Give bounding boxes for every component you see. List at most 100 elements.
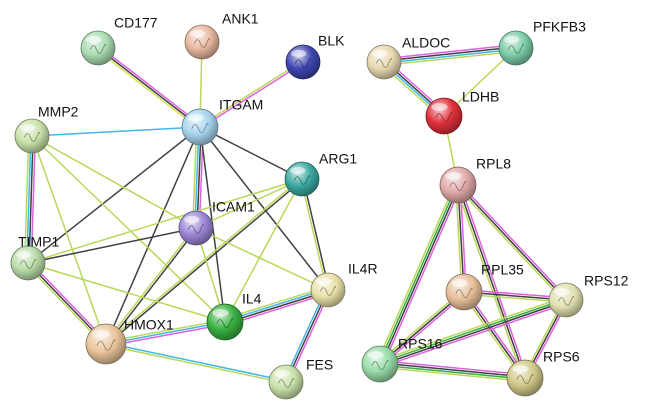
edge-evidence-line	[27, 178, 303, 264]
node-ldhb[interactable]: LDHB	[425, 89, 499, 135]
node-sphere[interactable]	[285, 44, 321, 80]
node-arg1[interactable]: ARG1	[284, 151, 357, 197]
edge-evidence-line	[105, 126, 201, 345]
protein-structure-glyph	[277, 377, 295, 388]
protein-structure-glyph	[293, 174, 311, 185]
protein-structure-glyph	[96, 339, 116, 351]
edge-evidence-line	[455, 184, 524, 380]
edge-evidence-line	[459, 183, 528, 379]
edge-evidence-line	[300, 178, 328, 292]
edge-mmp2-timp1	[23, 135, 37, 264]
node-timp1[interactable]: TIMP1	[10, 234, 59, 281]
node-aldoc[interactable]: ALDOC	[366, 35, 450, 80]
edge-evidence-line	[377, 289, 464, 364]
node-il4r[interactable]: IL4R	[310, 261, 378, 308]
edge-evidence-line	[379, 291, 465, 365]
edge-evidence-line	[382, 185, 462, 367]
node-label-rpl35: RPL35	[481, 262, 524, 278]
edge-evidence-line	[457, 184, 567, 301]
node-sphere[interactable]	[80, 30, 116, 66]
protein-structure-glyph	[371, 359, 389, 371]
edge-evidence-line	[379, 300, 568, 366]
edge-icam1-il4r	[195, 227, 329, 291]
node-sphere[interactable]	[181, 108, 219, 146]
node-label-cd177: CD177	[114, 15, 158, 31]
edge-evidence-line	[199, 126, 329, 291]
node-sphere[interactable]	[361, 345, 399, 383]
node-sphere[interactable]	[206, 303, 244, 341]
node-sphere[interactable]	[506, 359, 544, 397]
edge-aldoc-pfkfb3	[382, 43, 518, 67]
node-rps6[interactable]: RPS6	[506, 349, 580, 397]
node-rps12[interactable]: RPS12	[548, 273, 629, 318]
protein-structure-glyph	[507, 43, 525, 54]
edge-itgam-timp1	[27, 126, 201, 264]
node-mmp2[interactable]: MMP2	[14, 104, 79, 154]
edge-evidence-line	[23, 135, 30, 264]
edge-evidence-line	[27, 262, 226, 323]
edge-arg1-il4r	[300, 177, 330, 292]
node-il4[interactable]: IL4	[206, 291, 262, 341]
node-sphere[interactable]	[10, 245, 46, 281]
edge-evidence-line	[104, 226, 196, 345]
node-label-rpl8: RPL8	[476, 156, 511, 172]
edge-evidence-line	[224, 178, 303, 323]
node-sphere[interactable]	[445, 273, 483, 311]
node-itgam[interactable]: ITGAM	[181, 97, 263, 146]
node-highlight	[16, 250, 32, 259]
edge-evidence-line	[379, 364, 526, 380]
edge-evidence-line	[378, 298, 567, 364]
node-hmox1[interactable]: HMOX1	[85, 317, 174, 365]
edge-evidence-line	[31, 135, 226, 323]
node-highlight	[20, 123, 36, 132]
node-label-ldhb: LDHB	[462, 89, 499, 105]
protein-structure-glyph	[187, 223, 205, 234]
node-icam1[interactable]: ICAM1	[178, 199, 255, 246]
edge-icam1-timp1	[27, 227, 197, 264]
node-highlight	[190, 29, 206, 38]
node-sphere[interactable]	[178, 210, 214, 246]
node-label-timp1: TIMP1	[18, 234, 59, 250]
node-sphere[interactable]	[425, 97, 463, 135]
edge-blk-itgam	[198, 60, 305, 129]
protein-structure-glyph	[23, 131, 41, 142]
node-rpl35[interactable]: RPL35	[445, 262, 524, 311]
edge-arg1-icam1	[195, 178, 303, 229]
edge-mmp2-itgam	[31, 126, 201, 137]
node-highlight	[431, 103, 448, 111]
node-rps16[interactable]: RPS16	[361, 336, 443, 383]
protein-structure-glyph	[516, 373, 534, 385]
node-pfkfb3[interactable]: PFKFB3	[498, 19, 586, 66]
node-sphere[interactable]	[498, 30, 534, 66]
node-blk[interactable]: BLK	[285, 33, 345, 80]
edge-evidence-line	[31, 135, 197, 229]
edge-evidence-line	[195, 227, 329, 291]
node-highlight	[512, 365, 529, 373]
node-highlight	[92, 329, 110, 339]
node-sphere[interactable]	[14, 118, 50, 154]
node-sphere[interactable]	[268, 364, 304, 400]
node-label-blk: BLK	[318, 33, 345, 49]
node-label-rps12: RPS12	[584, 273, 629, 289]
node-sphere[interactable]	[85, 323, 127, 365]
node-sphere[interactable]	[310, 272, 346, 308]
node-fes[interactable]: FES	[268, 357, 333, 400]
node-ank1[interactable]: ANK1	[184, 11, 259, 60]
node-sphere[interactable]	[439, 166, 477, 204]
node-highlight	[86, 35, 102, 44]
edge-evidence-line	[199, 126, 303, 180]
node-label-fes: FES	[306, 357, 333, 373]
edge-evidence-line	[28, 135, 34, 264]
node-rpl8[interactable]: RPL8	[439, 156, 511, 204]
edge-evidence-line	[105, 179, 304, 346]
node-label-icam1: ICAM1	[212, 199, 255, 215]
node-cd177[interactable]: CD177	[80, 15, 158, 66]
node-sphere[interactable]	[184, 24, 220, 60]
node-label-aldoc: ALDOC	[402, 35, 450, 51]
node-label-il4: IL4	[242, 291, 262, 307]
node-sphere[interactable]	[366, 44, 402, 80]
node-sphere[interactable]	[548, 282, 584, 318]
node-sphere[interactable]	[284, 161, 320, 197]
edge-rps16-rps6	[378, 359, 527, 383]
edge-evidence-line	[198, 60, 304, 127]
